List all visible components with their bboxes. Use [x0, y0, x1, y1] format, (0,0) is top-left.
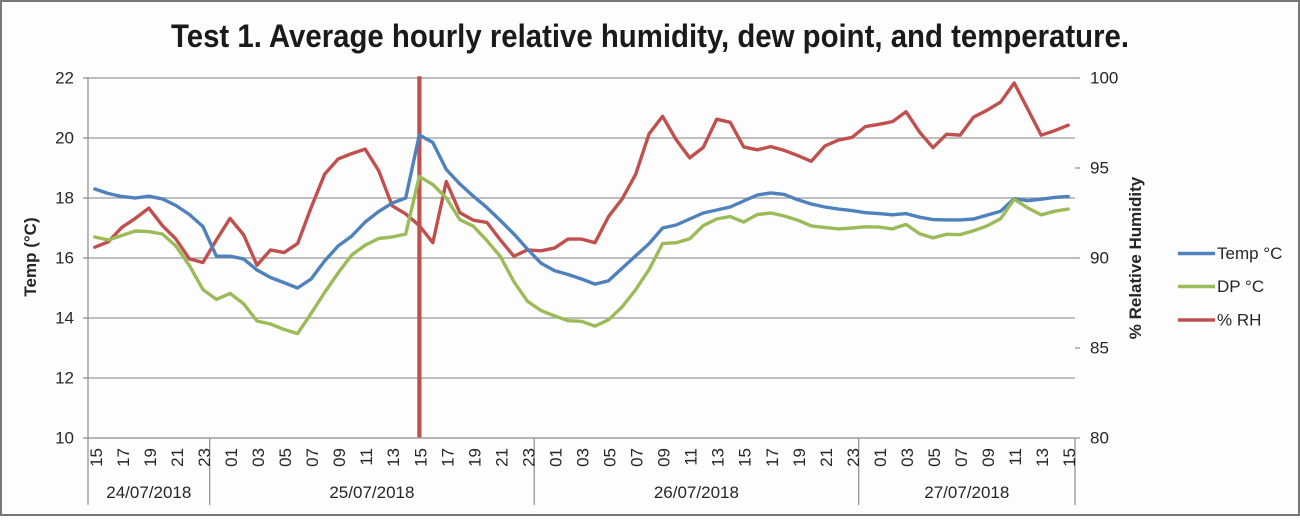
svg-text:15: 15 — [411, 448, 430, 467]
svg-text:Temp °C: Temp °C — [1217, 244, 1282, 263]
svg-text:19: 19 — [790, 448, 809, 467]
svg-text:21: 21 — [168, 448, 187, 467]
svg-text:23: 23 — [195, 448, 214, 467]
svg-text:16: 16 — [55, 249, 74, 268]
svg-text:25/07/2018: 25/07/2018 — [329, 483, 414, 502]
svg-text:27/07/2018: 27/07/2018 — [924, 483, 1009, 502]
svg-text:11: 11 — [357, 448, 376, 466]
svg-text:Temp (°C): Temp (°C) — [21, 217, 40, 296]
svg-text:26/07/2018: 26/07/2018 — [654, 483, 739, 502]
svg-text:95: 95 — [1090, 159, 1109, 178]
svg-text:20: 20 — [55, 129, 74, 148]
svg-text:11: 11 — [682, 448, 701, 466]
svg-text:15: 15 — [1060, 448, 1079, 467]
svg-text:01: 01 — [871, 448, 890, 467]
svg-text:23: 23 — [519, 448, 538, 467]
svg-text:07: 07 — [303, 448, 322, 467]
svg-text:23: 23 — [844, 448, 863, 467]
svg-text:03: 03 — [249, 448, 268, 467]
svg-text:13: 13 — [709, 448, 728, 467]
svg-text:11: 11 — [1006, 448, 1025, 466]
svg-text:03: 03 — [574, 448, 593, 467]
svg-text:90: 90 — [1090, 249, 1109, 268]
svg-text:13: 13 — [1033, 448, 1052, 467]
svg-text:80: 80 — [1090, 429, 1109, 448]
svg-text:15: 15 — [87, 448, 106, 467]
svg-text:85: 85 — [1090, 339, 1109, 358]
svg-text:05: 05 — [276, 448, 295, 467]
svg-text:03: 03 — [898, 448, 917, 467]
svg-text:Test 1. Average hourly relativ: Test 1. Average hourly relative humidity… — [171, 18, 1129, 54]
svg-text:14: 14 — [55, 309, 74, 328]
svg-text:05: 05 — [601, 448, 620, 467]
svg-text:05: 05 — [925, 448, 944, 467]
svg-text:07: 07 — [628, 448, 647, 467]
svg-text:100: 100 — [1090, 69, 1118, 88]
svg-text:01: 01 — [547, 448, 566, 467]
svg-text:07: 07 — [952, 448, 971, 467]
svg-text:09: 09 — [979, 448, 998, 467]
svg-text:% Relative Humidity: % Relative Humidity — [1126, 176, 1145, 339]
svg-text:% RH: % RH — [1217, 311, 1261, 330]
svg-text:19: 19 — [141, 448, 160, 467]
svg-text:18: 18 — [55, 189, 74, 208]
svg-text:09: 09 — [330, 448, 349, 467]
svg-text:21: 21 — [492, 448, 511, 467]
svg-text:17: 17 — [438, 448, 457, 467]
svg-text:22: 22 — [55, 69, 74, 88]
svg-text:19: 19 — [465, 448, 484, 467]
svg-text:24/07/2018: 24/07/2018 — [106, 483, 191, 502]
svg-text:13: 13 — [384, 448, 403, 467]
svg-text:17: 17 — [114, 448, 133, 467]
svg-text:15: 15 — [736, 448, 755, 467]
svg-text:DP °C: DP °C — [1217, 277, 1264, 296]
svg-text:12: 12 — [55, 369, 74, 388]
svg-text:01: 01 — [222, 448, 241, 467]
svg-text:10: 10 — [55, 429, 74, 448]
svg-text:21: 21 — [817, 448, 836, 467]
svg-text:09: 09 — [655, 448, 674, 467]
svg-text:17: 17 — [763, 448, 782, 467]
